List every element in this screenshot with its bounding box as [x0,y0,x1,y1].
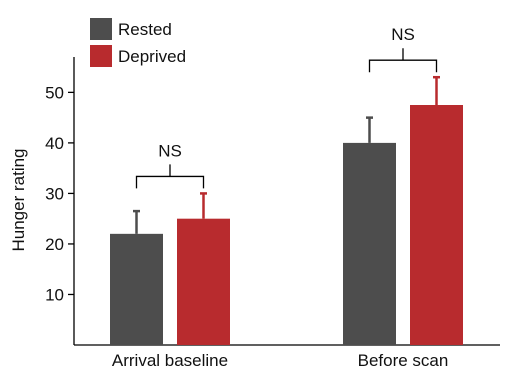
legend-swatch-deprived [90,45,112,67]
bar-rested-0 [110,233,163,345]
y-tick-label: 30 [45,184,64,203]
significance-annotations: NS NS [135,25,438,189]
bar-deprived-1 [410,105,463,345]
y-tick-label: 40 [45,134,64,153]
y-ticks: 10 20 30 40 50 [45,83,74,304]
significance-bracket [368,48,438,73]
significance-label: NS [391,25,415,44]
bar-deprived-0 [177,218,230,345]
y-tick-label: 50 [45,83,64,102]
legend-label-deprived: Deprived [118,47,186,66]
legend-label-rested: Rested [118,20,172,39]
y-tick-label: 10 [45,285,64,304]
bar-rested-1 [343,142,396,345]
significance-bracket [135,164,205,189]
y-tick-label: 20 [45,235,64,254]
y-axis-title: Hunger rating [9,148,28,251]
legend: Rested Deprived [90,18,186,67]
significance-label: NS [158,141,182,160]
x-category-label: Before scan [358,351,449,370]
category-labels: Arrival baseline Before scan [112,351,448,370]
legend-swatch-rested [90,18,112,40]
x-category-label: Arrival baseline [112,351,228,370]
bars [110,75,463,345]
